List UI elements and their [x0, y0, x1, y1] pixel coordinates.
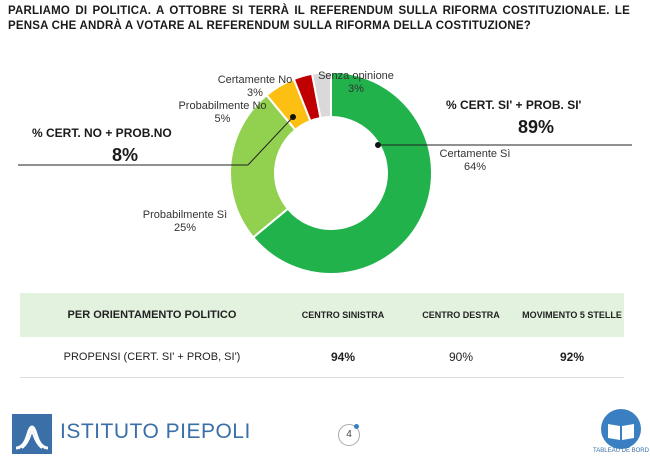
logo-text: ISTITUTO PIEPOLI	[60, 420, 251, 443]
header-centro-destra: CENTRO DESTRA	[422, 310, 500, 320]
label-senza-opinione: Senza opinione 3%	[318, 70, 394, 95]
table-row: PROPENSI (CERT. SI' + PROB, SI') 94% 90%…	[20, 337, 624, 378]
page-dot-icon	[354, 424, 359, 429]
label-probabilmente-no: Probabilmente No 5%	[178, 100, 267, 125]
political-orientation-table: PER ORIENTAMENTO POLITICO CENTRO SINISTR…	[20, 293, 624, 378]
value-centro-sinistra: 94%	[330, 350, 356, 364]
header-centro-sinistra: CENTRO SINISTRA	[301, 310, 385, 320]
header-orientation: PER ORIENTAMENTO POLITICO	[67, 309, 237, 321]
question-text: PARLIAMO DI POLITICA. A OTTOBRE SI TERRÀ…	[8, 5, 630, 32]
page-number: 4	[338, 424, 360, 446]
tableau-de-bord-icon	[601, 409, 641, 449]
value-m5s: 92%	[559, 350, 585, 364]
piepoli-logo-icon	[12, 414, 52, 454]
donut-slice-certamente-s-	[251, 70, 433, 275]
yes-callout-value: 89%	[518, 117, 555, 137]
label-certamente-no: Certamente No 3%	[217, 74, 293, 99]
row-label: PROPENSI (CERT. SI' + PROB, SI')	[63, 351, 241, 363]
label-probabilmente-si: Probabilmente Sì 25%	[142, 209, 228, 234]
label-certamente-si: Certamente Sì 64%	[439, 148, 511, 173]
table-header: PER ORIENTAMENTO POLITICO CENTRO SINISTR…	[20, 293, 624, 337]
donut-slice-senza-opinione	[310, 70, 332, 120]
no-callout-title: % CERT. NO + PROB.NO	[32, 126, 172, 140]
no-callout-line-d	[247, 116, 294, 166]
yes-callout-dot	[375, 142, 381, 148]
badge-text: TABLEAU DE BORD	[593, 448, 649, 454]
value-centro-destra: 90%	[448, 350, 474, 364]
no-callout-dot	[290, 114, 296, 120]
header-m5s: MOVIMENTO 5 STELLE	[522, 310, 622, 320]
yes-callout-title: % CERT. SI' + PROB. SI'	[446, 98, 582, 112]
no-callout-value: 8%	[112, 145, 139, 165]
donut-chart	[18, 70, 632, 275]
